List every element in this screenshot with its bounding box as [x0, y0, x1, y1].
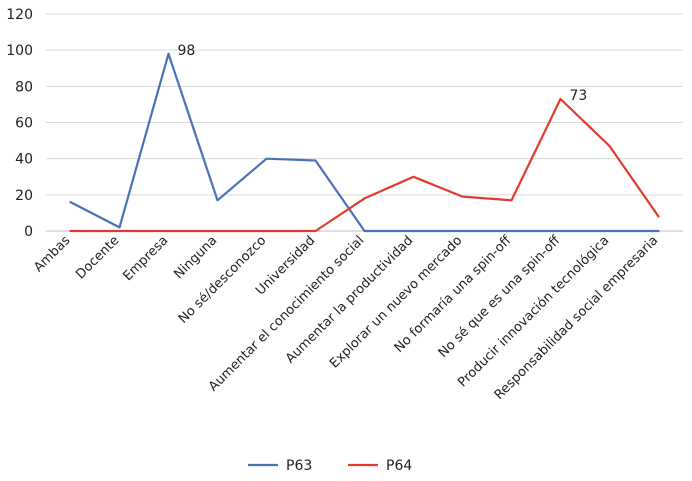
y-tick-label: 40 — [15, 152, 33, 168]
data-labels: 98 73 — [178, 43, 588, 104]
series-line-p64 — [69, 97, 660, 233]
series-lines — [69, 52, 660, 233]
series-line-p63 — [69, 52, 660, 233]
y-tick-label: 100 — [6, 43, 33, 59]
y-tick-label: 80 — [15, 79, 33, 95]
legend-label-p63: P63 — [286, 458, 312, 474]
x-tick-label: Ambas — [31, 233, 73, 275]
gridlines — [46, 13, 683, 196]
x-tick-label: No sé/desconozco — [176, 233, 270, 327]
legend-label-p64: P64 — [386, 458, 412, 474]
x-tick-label: Ninguna — [171, 233, 220, 282]
y-tick-label: 20 — [15, 188, 33, 204]
y-tick-label: 120 — [6, 7, 33, 23]
y-tick-label: 0 — [24, 224, 33, 240]
data-label: 98 — [178, 43, 196, 59]
y-axis-ticks: 0 20 40 60 80 100 120 — [6, 7, 33, 240]
y-tick-label: 60 — [15, 116, 33, 132]
data-label: 73 — [570, 88, 588, 104]
legend: P63 P64 — [248, 458, 412, 474]
x-tick-label: Empresa — [120, 233, 171, 284]
x-tick-label: Docente — [73, 233, 122, 282]
